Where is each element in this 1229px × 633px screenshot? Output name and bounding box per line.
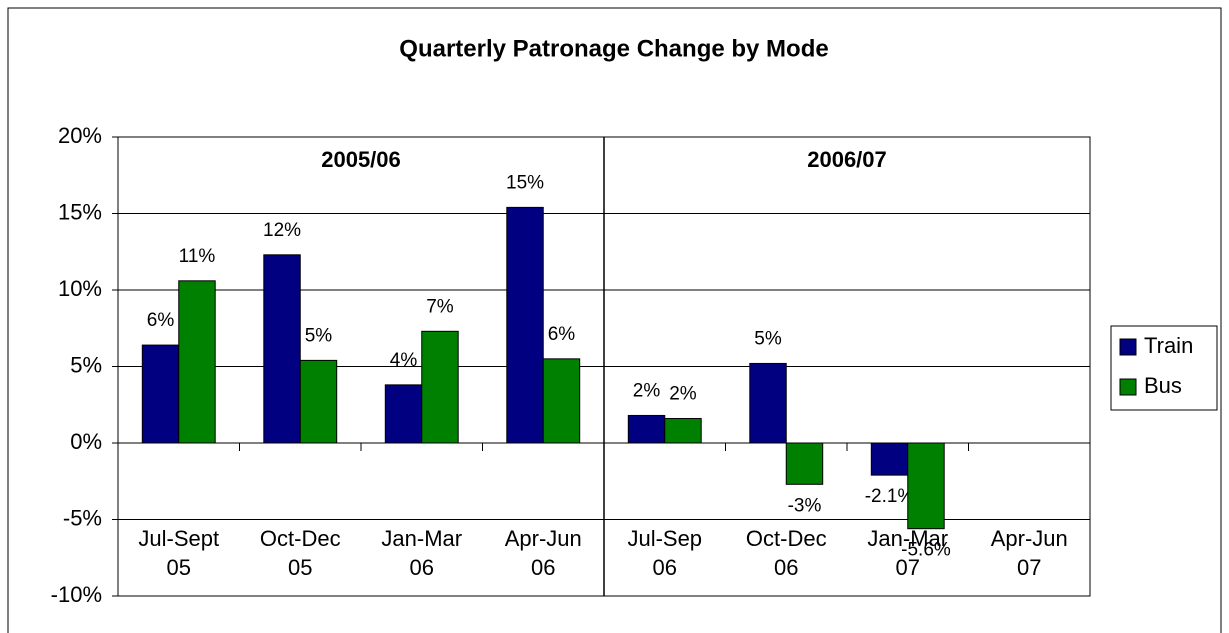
data-label: 6% [548, 324, 576, 345]
data-label: 11% [179, 246, 216, 267]
legend-swatch [1119, 338, 1137, 356]
bar [664, 418, 702, 444]
group-label: 2005/06 [321, 147, 401, 172]
bar [542, 358, 581, 444]
y-tick-label: -5% [63, 505, 102, 530]
legend-label: Bus [1144, 373, 1182, 398]
bar [870, 442, 909, 476]
bar [178, 280, 216, 444]
group-label: 2006/07 [807, 147, 887, 172]
data-label: -5.6% [901, 540, 951, 561]
data-label: 5% [754, 328, 782, 349]
x-tick-label: Apr-Jun 07 [990, 526, 1068, 580]
data-label: 4% [390, 350, 418, 371]
data-label: 2% [633, 380, 661, 401]
x-tick-label: Oct-Dec 05 [259, 526, 341, 580]
data-label: 12% [263, 220, 301, 241]
x-tick-label: Jul-Sep 06 [627, 526, 703, 580]
legend-swatch [1119, 378, 1137, 396]
x-tick-label: Jul-Sept 05 [138, 526, 220, 580]
x-tick-label: Jan-Mar 06 [381, 526, 463, 580]
bar [141, 344, 180, 444]
bar [299, 359, 338, 444]
chart-title: Quarterly Patronage Change by Mode [399, 35, 828, 62]
x-tick-label: Apr-Jun 06 [504, 526, 582, 580]
data-label: 5% [305, 325, 333, 346]
x-tick-label: Oct-Dec 06 [745, 526, 827, 580]
data-label: 2% [669, 384, 697, 405]
x-tick-label: Jan-Mar 07 [867, 526, 949, 580]
bar [907, 442, 945, 530]
data-label: -3% [788, 495, 822, 516]
data-label: 15% [506, 172, 544, 193]
bar [421, 330, 459, 444]
bar [785, 442, 824, 485]
bar [749, 362, 787, 444]
bar [384, 384, 423, 444]
y-tick-label: 20% [58, 123, 102, 148]
bar [263, 254, 301, 444]
legend-label: Train [1144, 333, 1193, 358]
y-tick-label: 5% [70, 352, 102, 377]
bar [506, 206, 544, 444]
data-label: -2.1% [865, 486, 915, 507]
y-tick-label: -10% [51, 582, 102, 607]
data-label: 7% [426, 296, 454, 317]
data-label: 6% [147, 310, 175, 331]
bar [627, 414, 666, 444]
y-tick-label: 10% [58, 276, 102, 301]
y-tick-label: 15% [58, 199, 102, 224]
y-tick-label: 0% [70, 429, 102, 454]
